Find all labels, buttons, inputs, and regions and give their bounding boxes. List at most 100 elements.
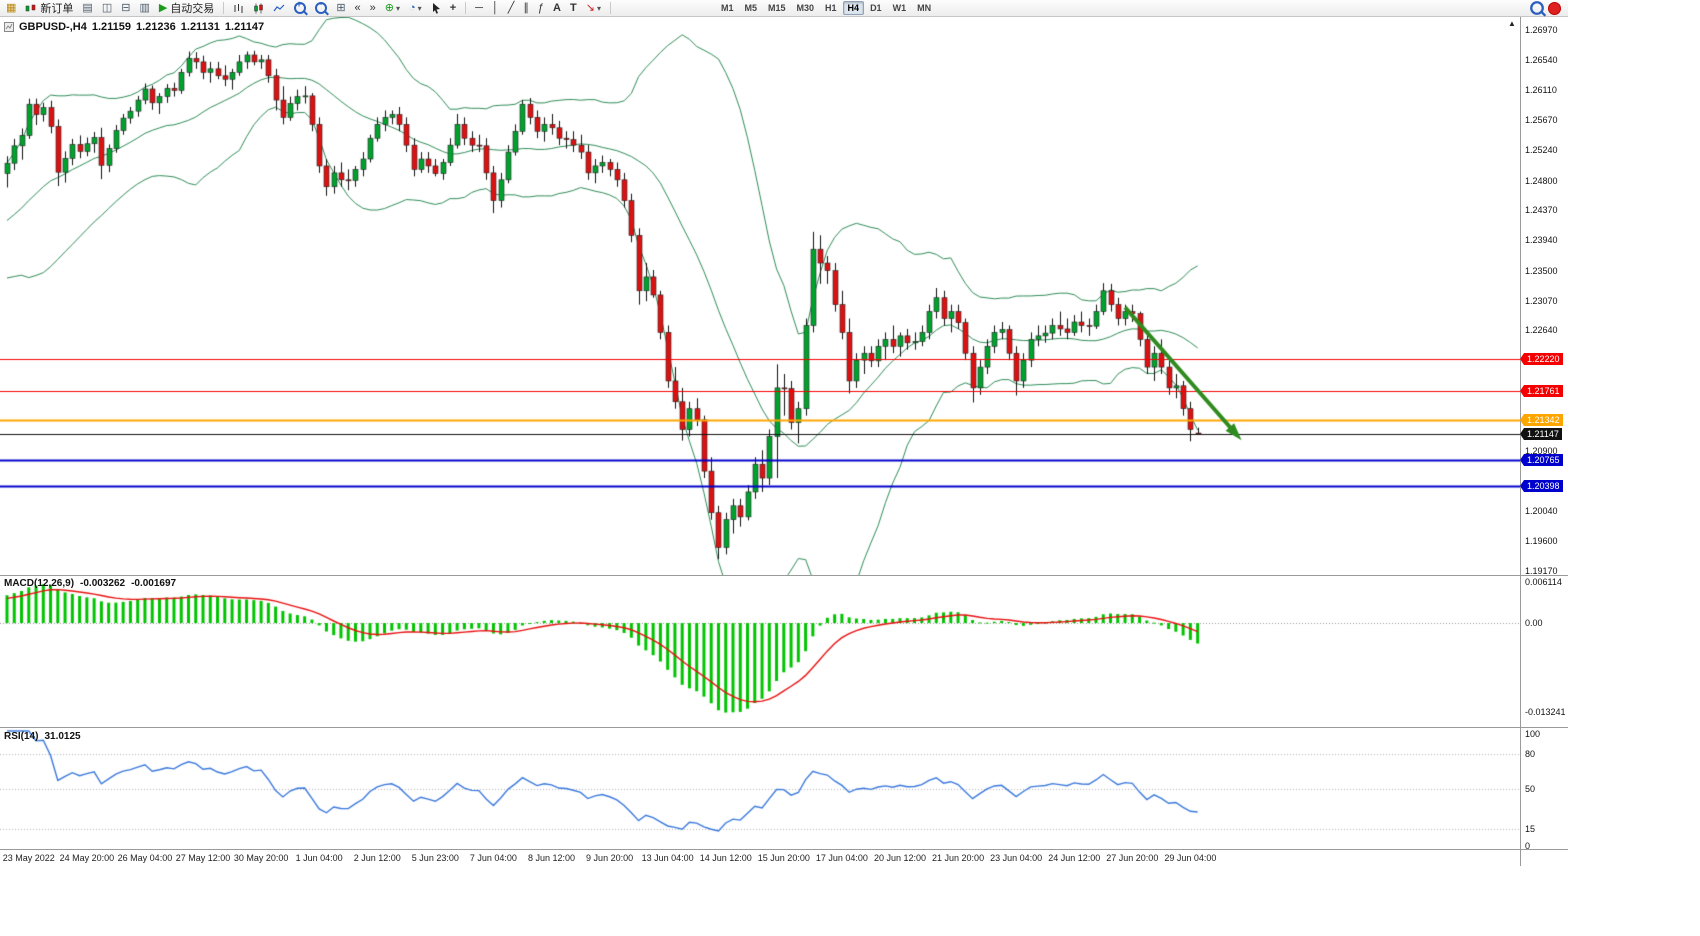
timeframe-button-h1[interactable]: H1 (825, 3, 837, 13)
toolbar-separator (609, 2, 611, 14)
macd-axis-tick: 0.00 (1525, 618, 1543, 629)
chart-title-icon (4, 22, 14, 32)
macd-value: -0.003262 (80, 578, 126, 589)
search-icon[interactable] (1530, 1, 1544, 15)
tile-windows-button[interactable]: ⊞ (333, 1, 348, 16)
price-axis-tick: 1.26970 (1525, 25, 1558, 35)
notification-badge[interactable] (1548, 1, 1561, 15)
level-label-notch (1520, 353, 1524, 366)
date-axis-label: 17 Jun 04:00 (815, 853, 868, 863)
main-chart-canvas[interactable] (0, 17, 1520, 576)
rsi-axis-tick: 0 (1525, 841, 1531, 851)
auto-scroll-button[interactable]: « (352, 1, 364, 16)
ohlc-low: 1.21131 (180, 21, 220, 33)
rsi-axis-tick: 80 (1525, 749, 1536, 759)
date-axis-label: 30 May 20:00 (233, 853, 289, 863)
trendline-icon: ╱ (507, 1, 515, 14)
date-axis-label: 24 May 20:00 (59, 853, 115, 863)
price-level-label: 1.21342 (1520, 414, 1563, 427)
fibonacci-icon: ƒ (537, 1, 545, 14)
timeframe-button-d1[interactable]: D1 (870, 3, 882, 13)
symbol-period: GBPUSD-,H4 (19, 21, 87, 33)
vertical-line-tool[interactable]: │ (489, 1, 502, 16)
fibonacci-tool[interactable]: ƒ (535, 1, 547, 16)
level-label-value: 1.21761 (1524, 385, 1563, 398)
vertical-line-icon: │ (491, 1, 499, 14)
rsi-axis-tick: 50 (1525, 783, 1536, 794)
panel-separator (0, 849, 1568, 850)
market-watch-icon[interactable]: ◫ (99, 1, 115, 16)
rsi-axis-tick: 100 (1525, 729, 1541, 739)
horizontal-line-icon: ─ (475, 1, 483, 14)
profiles-icon[interactable]: ▤ (79, 1, 95, 16)
date-axis-label: 27 May 12:00 (175, 853, 231, 863)
price-axis-tick: 1.20900 (1525, 446, 1558, 456)
price-axis-tick: 1.25670 (1525, 115, 1558, 126)
chart-window-icon[interactable]: ▦ (3, 1, 19, 16)
date-axis-label: 2 Jun 12:00 (353, 853, 401, 863)
macd-panel-canvas[interactable] (0, 576, 1520, 728)
timeframe-button-m5[interactable]: M5 (744, 3, 757, 13)
auto-trading-button[interactable]: ▶ 自动交易 (156, 1, 217, 16)
indicators-icon: ⊕ (384, 1, 394, 14)
text-tool[interactable]: A (550, 1, 564, 16)
bar-chart-icon (234, 3, 243, 13)
price-level-label: 1.22220 (1520, 353, 1563, 366)
rsi-panel-canvas[interactable] (0, 728, 1520, 850)
periods-button[interactable]: ◔ ▾ (406, 1, 425, 16)
cursor-icon (432, 3, 440, 14)
terminal-icon[interactable]: ▥ (136, 1, 152, 16)
date-axis-label: 20 Jun 12:00 (873, 853, 926, 863)
new-order-button[interactable]: 新订单 (22, 1, 76, 16)
crosshair-button[interactable]: + (447, 1, 459, 16)
indicators-button[interactable]: ⊕ ▾ (382, 1, 403, 16)
level-label-notch (1520, 454, 1524, 467)
arrows-tool[interactable]: ↘ ▾ (583, 1, 604, 16)
channel-tool[interactable]: ∥ (520, 1, 532, 16)
price-axis-tick: 1.19600 (1525, 536, 1558, 547)
price-axis-tick: 1.22640 (1525, 325, 1558, 336)
line-chart-type-button[interactable] (270, 1, 288, 16)
text-label-tool[interactable]: T (567, 1, 580, 16)
bar-chart-type-button[interactable] (230, 1, 247, 16)
date-axis-label: 5 Jun 23:00 (411, 853, 459, 863)
zoom-in-button[interactable]: + (291, 0, 309, 16)
indicators-caret-icon: ▾ (396, 3, 401, 13)
timeframe-toolbar: M1 M5 M15 M30 H1 H4 D1 W1 MN (716, 1, 936, 15)
market-watch-glyph: ◫ (101, 1, 113, 14)
price-level-label: 1.21761 (1520, 385, 1563, 398)
date-axis-label: 23 May 2022 (2, 853, 55, 863)
periods-icon: ◔ (409, 1, 416, 14)
panel-separator[interactable] (0, 727, 1568, 728)
ohlc-open: 1.21159 (91, 21, 131, 33)
auto-trading-play-icon: ▶ (158, 1, 168, 14)
price-axis-tick: 1.23940 (1525, 235, 1558, 246)
cursor-button[interactable] (428, 1, 444, 16)
chart-window-glyph: ▦ (6, 1, 17, 14)
timeframe-button-w1[interactable]: W1 (892, 3, 907, 13)
main-toolbar: ▦ 新订单 ▤ ◫ ⊟ ▥ ▶ 自动交易 + − ⊞ « » ⊕ ▾ ◔ ▾ (0, 0, 1568, 17)
timeframe-button-m15[interactable]: M15 (768, 3, 786, 13)
date-axis-label: 14 Jun 12:00 (699, 853, 752, 863)
timeframe-button-h4[interactable]: H4 (842, 1, 865, 15)
timeframe-button-mn[interactable]: MN (917, 3, 932, 13)
timeframe-button-m1[interactable]: M1 (720, 3, 734, 13)
periods-caret-icon: ▾ (417, 3, 422, 13)
date-axis-label: 29 Jun 04:00 (1164, 853, 1217, 863)
zoom-out-button[interactable]: − (312, 0, 330, 16)
horizontal-line-tool[interactable]: ─ (472, 1, 486, 16)
chart-title: GBPUSD-,H4 1.21159 1.21236 1.21131 1.211… (4, 21, 264, 33)
scroll-to-end-marker[interactable]: ▲ (1508, 19, 1516, 28)
navigator-icon[interactable]: ⊟ (118, 1, 133, 16)
trendline-tool[interactable]: ╱ (505, 1, 518, 16)
rsi-value: 31.0125 (44, 731, 81, 742)
candlestick-chart-type-button[interactable] (250, 1, 267, 16)
zoom-out-sign: − (317, 0, 323, 9)
chart-shift-button[interactable]: » (367, 1, 379, 16)
price-axis-tick: 1.23070 (1525, 295, 1558, 306)
rsi-name: RSI(14) (4, 731, 39, 742)
level-label-value: 1.21342 (1524, 414, 1563, 427)
timeframe-button-m30[interactable]: M30 (796, 3, 815, 13)
panel-separator[interactable] (0, 575, 1568, 576)
